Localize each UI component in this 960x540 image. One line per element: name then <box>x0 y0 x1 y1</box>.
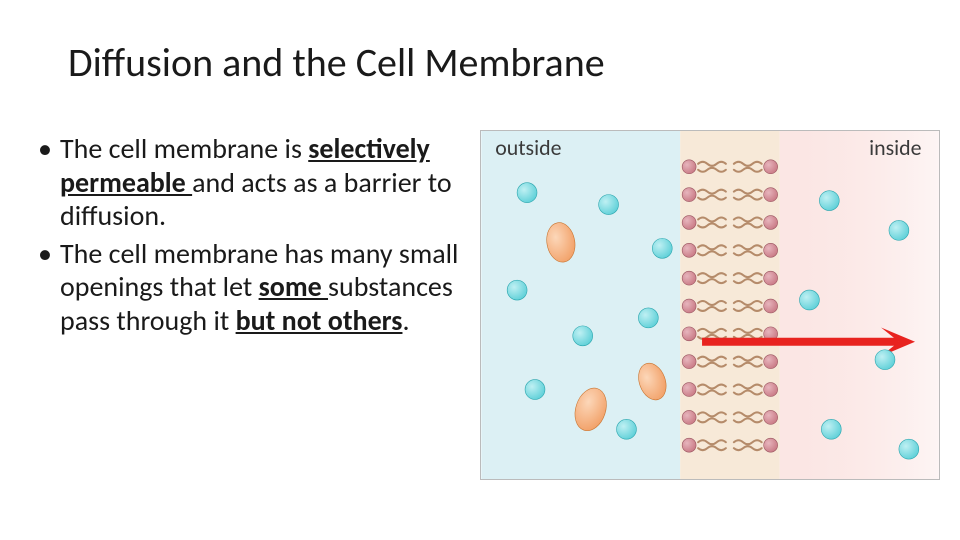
bullet-text: The cell membrane is <box>60 131 308 166</box>
list-item: The cell membrane is selectively permeab… <box>38 132 468 233</box>
bullet-list: The cell membrane is selectively permeab… <box>38 132 468 342</box>
bullet-text: . <box>402 303 409 338</box>
svg-text:inside: inside <box>869 134 922 161</box>
bullet-emph: but not others <box>236 303 403 338</box>
svg-text:outside: outside <box>495 134 561 161</box>
bullet-emph: some <box>259 269 328 304</box>
list-item: The cell membrane has many small opening… <box>38 237 468 338</box>
membrane-diagram: outside inside <box>480 130 940 480</box>
page-title: Diffusion and the Cell Membrane <box>68 38 605 87</box>
